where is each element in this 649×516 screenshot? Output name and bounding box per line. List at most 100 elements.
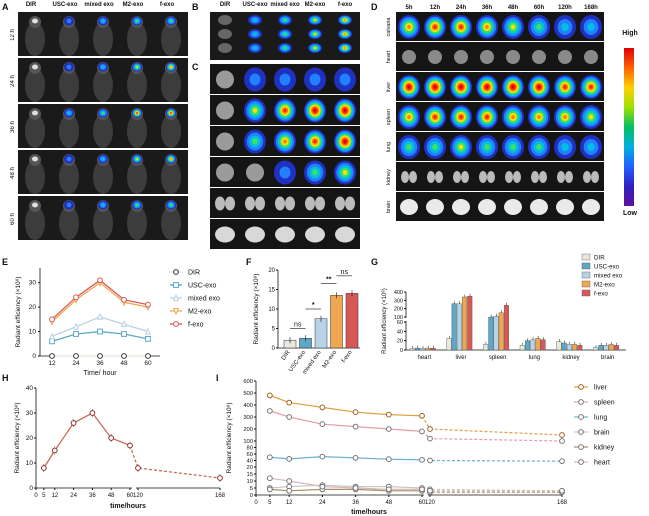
data-point: [70, 420, 77, 426]
organ-signal: [580, 105, 602, 129]
kidney-left: [479, 171, 487, 183]
signal-layer: [407, 85, 411, 89]
legend-label: brain: [594, 430, 610, 437]
x-axis-label: time/hours: [110, 503, 146, 510]
y-tick-label: 10: [247, 479, 253, 485]
kidney-right: [513, 171, 521, 183]
y-axis-label: Radiant efficiency (×10⁸): [253, 273, 260, 344]
signal-layer: [587, 23, 595, 31]
organ-signal: [580, 15, 602, 39]
organ-signal: [304, 160, 326, 185]
series-line: [269, 455, 423, 461]
signal-layer: [249, 73, 261, 86]
signal-layer: [309, 73, 321, 86]
mouse-body: [127, 114, 147, 148]
signal-layer: [511, 115, 515, 119]
fluorescence-signal: [64, 200, 74, 210]
signal-layer: [283, 139, 287, 144]
y-tick-label: 500: [243, 391, 253, 397]
kidney-left: [583, 171, 591, 183]
data-point: [51, 447, 58, 454]
fluorescence-signal: [166, 154, 176, 164]
signal-layer: [170, 158, 172, 160]
series-line: [269, 488, 422, 492]
calvaria-signal: [278, 43, 292, 53]
kidney-right: [255, 196, 265, 211]
signal-layer: [339, 73, 351, 86]
organ-signal: [274, 98, 296, 123]
organ-signal: [580, 135, 602, 159]
series-line: [269, 410, 423, 432]
category-label: f-exo: [341, 349, 354, 364]
bar: [462, 296, 468, 351]
organ-signal: [334, 67, 356, 92]
mouse-body: [25, 160, 45, 194]
mouse-body: [161, 160, 181, 194]
kidney-right: [345, 196, 355, 211]
row-label: spleen: [386, 109, 392, 125]
signal-layer: [313, 47, 317, 49]
signal-layer: [459, 115, 463, 119]
data-point: [427, 426, 433, 432]
fluorescence-signal: [166, 200, 176, 210]
x-tick-label: 12: [48, 360, 56, 367]
scale-low-label: Low: [623, 210, 637, 217]
column-header: M2-exo: [122, 2, 144, 8]
bar: [430, 347, 436, 351]
kidney-right: [435, 171, 443, 183]
bar: [535, 338, 541, 351]
bar: [561, 342, 567, 351]
y-tick-label: 5: [272, 327, 276, 333]
signal-layer: [510, 144, 516, 150]
data-point: [286, 478, 293, 484]
brain-sample: [275, 226, 295, 243]
data-point: [319, 453, 326, 460]
brain-sample: [426, 199, 444, 215]
bar: [519, 345, 525, 351]
column-header: 168h: [584, 5, 598, 11]
x-tick-label: 24: [70, 493, 77, 499]
mouse-body: [93, 114, 113, 148]
row-label: calvaria: [202, 26, 208, 46]
x-tick-label: 36: [89, 493, 96, 499]
data-point: [419, 486, 425, 493]
mouse-body: [93, 68, 113, 102]
bar: [314, 318, 328, 349]
legend-marker: [578, 459, 584, 465]
column-header: mixed exo: [270, 2, 300, 8]
kidney-right: [565, 171, 573, 183]
column-header: DIR: [219, 2, 231, 8]
bar: [345, 293, 359, 349]
signal-layer: [313, 33, 317, 35]
x-tick-label: 5: [42, 493, 46, 499]
column-header: M2-exo: [304, 2, 326, 8]
column-header: DIR: [25, 2, 37, 8]
data-point: [97, 328, 103, 335]
calvaria-signal: [248, 15, 262, 25]
organ-signal: [502, 75, 524, 99]
data-point: [145, 353, 151, 359]
column-header: f-exo: [337, 2, 353, 8]
x-tick-label: 12: [51, 493, 58, 499]
fluorescence-signal: [166, 108, 176, 118]
signal-layer: [67, 111, 71, 115]
organ-signal: [476, 135, 498, 159]
data-point: [49, 353, 55, 359]
data-point: [419, 456, 425, 463]
bar: [330, 295, 343, 349]
bar: [467, 295, 473, 351]
data-point: [419, 412, 425, 419]
row-label: heart: [202, 73, 208, 86]
row-label: liver: [386, 82, 392, 92]
bar: [425, 347, 431, 351]
bar: [498, 312, 504, 351]
bar: [566, 344, 572, 351]
signal-layer: [169, 19, 173, 23]
y-axis-label: Radiant efficiency (×10⁸): [15, 276, 22, 347]
panel-b-calvaria-images: DIR USC-exo mixed exo M2-exo f-exo calvaria: [200, 2, 360, 62]
organ-signal: [398, 105, 420, 129]
category-label: brain: [601, 355, 614, 361]
organ-sample: [480, 50, 494, 64]
bar: [451, 303, 457, 351]
significance-label: *: [312, 302, 315, 309]
